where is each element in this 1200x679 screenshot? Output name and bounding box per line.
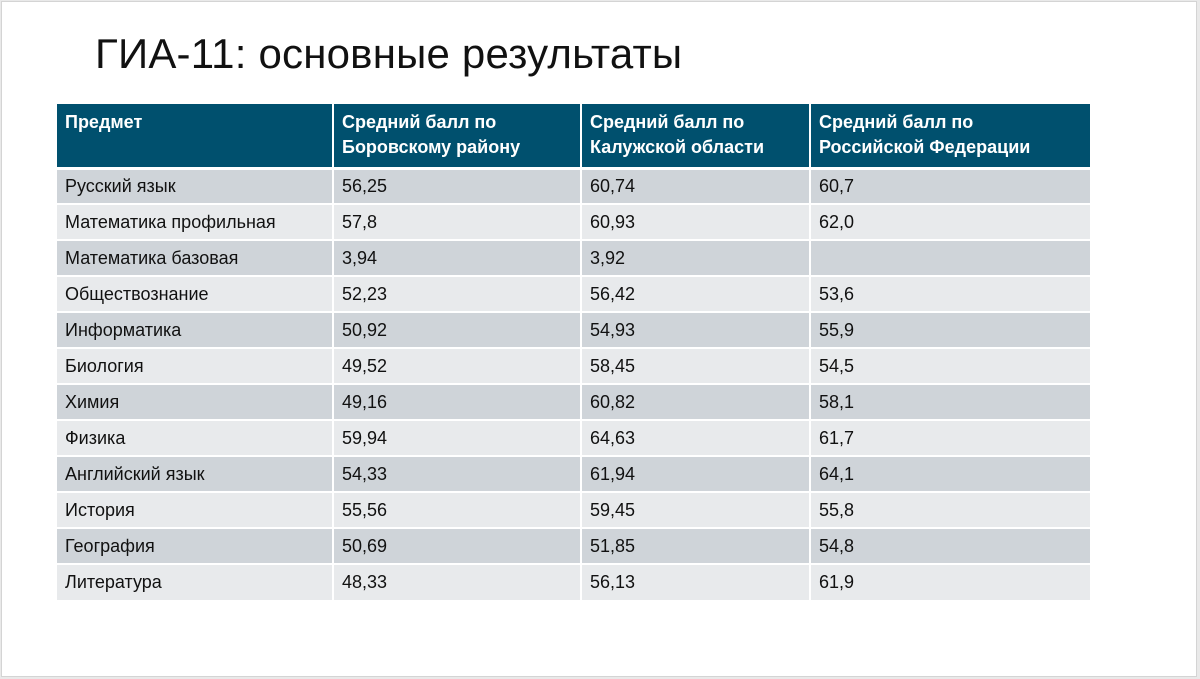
cell-region-average: 3,92 (581, 240, 811, 277)
cell-district-average: 48,33 (333, 564, 582, 600)
cell-subject: Математика базовая (57, 240, 334, 277)
cell-district-average: 50,69 (333, 528, 582, 565)
cell-region-average: 64,63 (581, 420, 811, 457)
cell-subject: Обществознание (57, 276, 334, 313)
cell-district-average: 54,33 (333, 456, 582, 493)
cell-subject: География (57, 528, 334, 565)
cell-district-average: 57,8 (333, 204, 582, 241)
cell-federation-average: 54,5 (810, 348, 1090, 385)
cell-region-average: 60,93 (581, 204, 811, 241)
cell-district-average: 49,16 (333, 384, 582, 421)
header-region-average: Средний балл по Калужской области (581, 104, 811, 170)
cell-district-average: 56,25 (333, 168, 582, 205)
cell-region-average: 61,94 (581, 456, 811, 493)
table-row: Английский язык 54,33 61,94 64,1 (57, 456, 1090, 493)
cell-region-average: 56,42 (581, 276, 811, 313)
table-row: Физика 59,94 64,63 61,7 (57, 420, 1090, 457)
cell-subject: Английский язык (57, 456, 334, 493)
cell-federation-average: 53,6 (810, 276, 1090, 313)
cell-subject: Химия (57, 384, 334, 421)
table-row: Литература 48,33 56,13 61,9 (57, 564, 1090, 600)
cell-district-average: 55,56 (333, 492, 582, 529)
header-row: Предмет Средний балл по Боровскому район… (57, 104, 1090, 170)
cell-region-average: 56,13 (581, 564, 811, 600)
cell-federation-average: 61,7 (810, 420, 1090, 457)
cell-region-average: 59,45 (581, 492, 811, 529)
cell-federation-average: 60,7 (810, 168, 1090, 205)
results-table: Предмет Средний балл по Боровскому район… (57, 104, 1090, 600)
table-row: География 50,69 51,85 54,8 (57, 528, 1090, 565)
cell-subject: Литература (57, 564, 334, 600)
cell-region-average: 58,45 (581, 348, 811, 385)
table-row: Обществознание 52,23 56,42 53,6 (57, 276, 1090, 313)
table-row: Биология 49,52 58,45 54,5 (57, 348, 1090, 385)
cell-federation-average: 64,1 (810, 456, 1090, 493)
cell-subject: История (57, 492, 334, 529)
table-row: Русский язык 56,25 60,74 60,7 (57, 168, 1090, 205)
cell-district-average: 59,94 (333, 420, 582, 457)
cell-subject: Информатика (57, 312, 334, 349)
cell-region-average: 60,74 (581, 168, 811, 205)
cell-district-average: 49,52 (333, 348, 582, 385)
cell-subject: Биология (57, 348, 334, 385)
table-row: Математика базовая 3,94 3,92 (57, 240, 1090, 277)
header-subject: Предмет (57, 104, 334, 170)
cell-subject: Физика (57, 420, 334, 457)
slide-title: ГИА-11: основные результаты (95, 30, 683, 77)
cell-region-average: 60,82 (581, 384, 811, 421)
header-federation-average: Средний балл по Российской Федерации (810, 104, 1090, 170)
cell-region-average: 54,93 (581, 312, 811, 349)
table-row: История 55,56 59,45 55,8 (57, 492, 1090, 529)
table-row: Химия 49,16 60,82 58,1 (57, 384, 1090, 421)
cell-district-average: 52,23 (333, 276, 582, 313)
cell-district-average: 50,92 (333, 312, 582, 349)
cell-federation-average: 55,9 (810, 312, 1090, 349)
cell-federation-average: 54,8 (810, 528, 1090, 565)
table-row: Математика профильная 57,8 60,93 62,0 (57, 204, 1090, 241)
results-table-header: Предмет Средний балл по Боровскому район… (57, 104, 1090, 170)
results-table-body: Русский язык 56,25 60,74 60,7 Математика про… (57, 168, 1090, 600)
cell-federation-average: 62,0 (810, 204, 1090, 241)
cell-district-average: 3,94 (333, 240, 582, 277)
header-district-average: Средний балл по Боровскому району (333, 104, 582, 170)
cell-region-average: 51,85 (581, 528, 811, 565)
table-row: Информатика 50,92 54,93 55,9 (57, 312, 1090, 349)
cell-federation-average (810, 240, 1090, 277)
cell-federation-average: 55,8 (810, 492, 1090, 529)
cell-federation-average: 61,9 (810, 564, 1090, 600)
cell-subject: Русский язык (57, 168, 334, 205)
cell-federation-average: 58,1 (810, 384, 1090, 421)
cell-subject: Математика профильная (57, 204, 334, 241)
